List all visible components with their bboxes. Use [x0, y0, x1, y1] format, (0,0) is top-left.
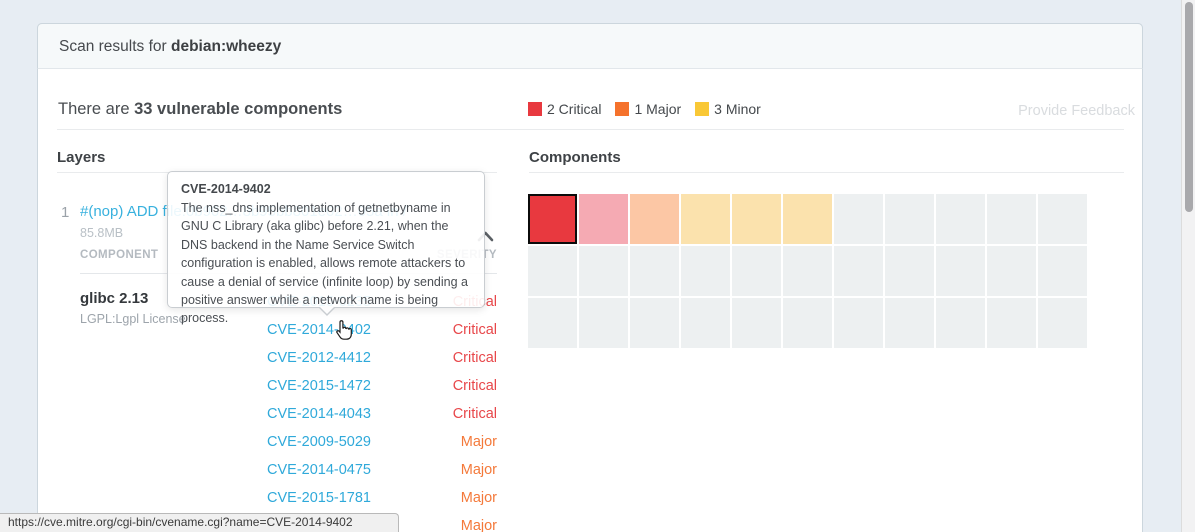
summary-text: There are 33 vulnerable components	[58, 100, 342, 119]
tooltip-caret	[318, 306, 336, 316]
cve-link[interactable]: CVE-2015-1781	[267, 490, 371, 506]
component-cell-none[interactable]	[783, 246, 832, 296]
vulnerability-row: CVE-2014-4043 Critical	[80, 400, 497, 428]
cve-link[interactable]: CVE-2009-5029	[267, 434, 371, 450]
component-cell-none[interactable]	[681, 246, 730, 296]
severity-label: Critical	[452, 350, 497, 366]
legend-swatch	[615, 102, 630, 116]
component-cell-none[interactable]	[987, 194, 1036, 244]
component-cell-critical[interactable]	[579, 194, 628, 244]
legend-swatch	[695, 102, 710, 116]
component-cell-none[interactable]	[834, 246, 883, 296]
component-cell-none[interactable]	[630, 246, 679, 296]
component-cell-none[interactable]	[732, 298, 781, 348]
summary-prefix: There are	[58, 100, 135, 118]
cve-link[interactable]: CVE-2014-0475	[267, 462, 371, 478]
card-header: Scan results for debian:wheezy	[37, 23, 1143, 69]
components-grid	[527, 193, 1088, 349]
vulnerability-row: CVE-2015-1472 Critical	[80, 372, 497, 400]
cve-tooltip: CVE-2014-9402 The nss_dns implementation…	[167, 171, 485, 325]
severity-label: Critical	[452, 322, 497, 338]
severity-label: Critical	[452, 378, 497, 394]
components-divider	[529, 172, 1124, 173]
component-cell-none[interactable]	[885, 194, 934, 244]
component-cell-none[interactable]	[732, 246, 781, 296]
component-cell-none[interactable]	[681, 298, 730, 348]
component-cell-none[interactable]	[579, 246, 628, 296]
component-cell-none[interactable]	[1038, 194, 1087, 244]
components-heading: Components	[529, 149, 621, 166]
component-cell-minor[interactable]	[783, 194, 832, 244]
vulnerability-row: CVE-2012-4412 Critical	[80, 344, 497, 372]
component-cell-none[interactable]	[528, 246, 577, 296]
component-cell-none[interactable]	[1038, 246, 1087, 296]
cve-tooltip-title: CVE-2014-9402	[181, 182, 271, 196]
component-cell-none[interactable]	[834, 298, 883, 348]
component-name: glibc 2.13	[80, 290, 149, 307]
component-cell-none[interactable]	[987, 246, 1036, 296]
component-cell-none[interactable]	[1038, 298, 1087, 348]
browser-status-bar: https://cve.mitre.org/cgi-bin/cvename.cg…	[0, 513, 399, 532]
legend-label: 2 Critical	[547, 101, 602, 117]
legend-item: 2 Critical	[528, 101, 601, 117]
severity-label: Major	[460, 462, 497, 478]
vulnerability-row: Major	[80, 512, 497, 532]
severity-legend: 2 Critical 1 Major 3 Minor	[528, 101, 775, 117]
severity-label: Major	[460, 434, 497, 450]
summary-count: 33 vulnerable components	[134, 100, 343, 118]
vulnerability-row: CVE-2009-5029 Major	[80, 428, 497, 456]
component-cell-major[interactable]	[630, 194, 679, 244]
cve-link[interactable]: CVE-2014-4043	[267, 406, 371, 422]
image-name: debian:wheezy	[171, 38, 282, 55]
component-cell-critical-selected[interactable]	[528, 194, 577, 244]
hand-cursor-icon	[332, 319, 354, 348]
layer-number: 1	[61, 204, 70, 221]
vulnerability-row: CVE-2015-1781 Major	[80, 484, 497, 512]
summary-divider	[57, 129, 1124, 130]
component-cell-none[interactable]	[987, 298, 1036, 348]
severity-label: Major	[460, 518, 497, 532]
layers-heading: Layers	[57, 149, 106, 166]
component-cell-none[interactable]	[936, 298, 985, 348]
component-cell-none[interactable]	[528, 298, 577, 348]
cve-link[interactable]: CVE-2012-4412	[267, 350, 371, 366]
component-cell-none[interactable]	[630, 298, 679, 348]
component-cell-none[interactable]	[936, 246, 985, 296]
layer-size: 85.8MB	[80, 226, 124, 240]
severity-label: Major	[460, 490, 497, 506]
cve-link[interactable]: CVE-2015-1472	[267, 378, 371, 394]
provide-feedback-link[interactable]: Provide Feedback	[1018, 103, 1135, 119]
component-license: LGPL:Lgpl License	[80, 312, 186, 326]
legend-item: 1 Major	[615, 101, 681, 117]
legend-item: 3 Minor	[695, 101, 761, 117]
legend-swatch	[528, 102, 542, 116]
legend-label: 3 Minor	[714, 101, 761, 117]
component-cell-none[interactable]	[936, 194, 985, 244]
card-title-prefix: Scan results for	[59, 38, 171, 55]
vulnerability-row: CVE-2014-0475 Major	[80, 456, 497, 484]
column-header-component: COMPONENT	[80, 249, 159, 261]
severity-label: Critical	[452, 406, 497, 422]
scrollbar-track[interactable]	[1181, 0, 1195, 532]
scrollbar-thumb[interactable]	[1184, 2, 1193, 212]
component-cell-none[interactable]	[834, 194, 883, 244]
component-cell-none[interactable]	[885, 246, 934, 296]
component-cell-minor[interactable]	[732, 194, 781, 244]
component-cell-minor[interactable]	[681, 194, 730, 244]
component-cell-none[interactable]	[783, 298, 832, 348]
layer-title-visible: #(nop) ADD	[80, 203, 163, 220]
legend-label: 1 Major	[634, 101, 682, 117]
component-cell-none[interactable]	[579, 298, 628, 348]
cve-tooltip-body: The nss_dns implementation of getnetbyna…	[181, 201, 468, 326]
component-cell-none[interactable]	[885, 298, 934, 348]
